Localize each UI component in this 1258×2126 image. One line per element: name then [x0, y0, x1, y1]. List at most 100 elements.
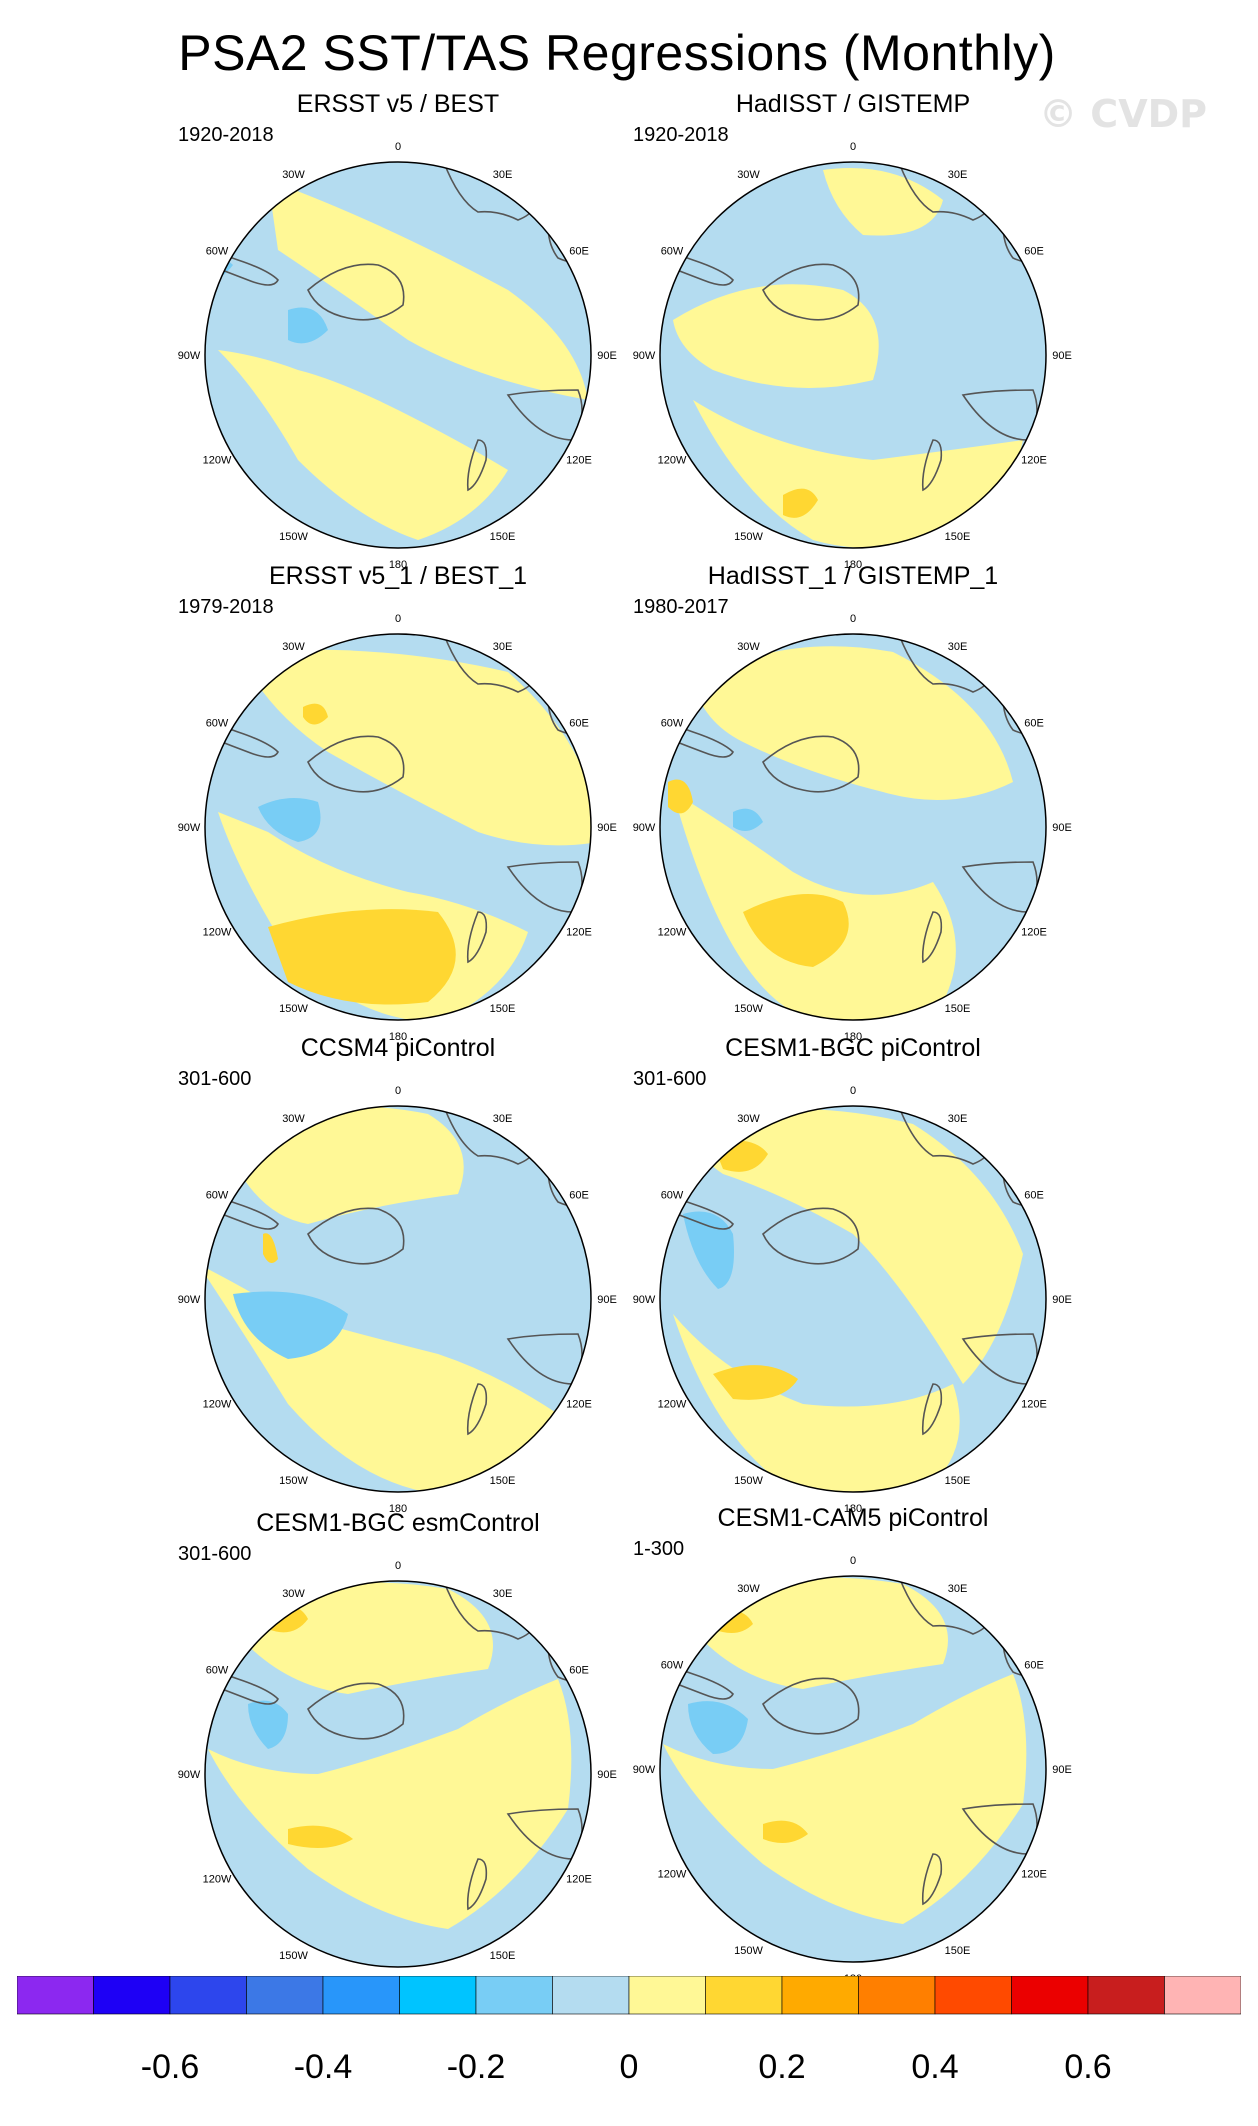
panel-title: HadISST_1 / GISTEMP_1 — [707, 562, 999, 590]
anomaly-region — [288, 307, 328, 344]
colorbar-swatch — [628, 1976, 706, 2015]
longitude-label: 150E — [945, 531, 971, 543]
coastline — [921, 1853, 943, 1906]
anomaly-region — [268, 180, 588, 400]
longitude-label: 60W — [206, 1665, 229, 1677]
longitude-label: 0 — [850, 613, 856, 625]
longitude-label: 180 — [844, 1503, 862, 1515]
colorbar-tick-label: -0.2 — [446, 2048, 506, 2086]
anomaly-region — [668, 779, 693, 814]
longitude-label: 180 — [389, 1503, 407, 1515]
longitude-label: 90W — [633, 350, 656, 362]
longitude-label: 60E — [1024, 718, 1044, 730]
longitude-label: 30E — [493, 169, 513, 181]
longitude-label: 120W — [658, 927, 687, 939]
longitude-label: 150W — [734, 1945, 763, 1957]
anomaly-region — [683, 1211, 734, 1289]
longitude-label: 60W — [661, 1190, 684, 1202]
longitude-label: 120W — [203, 1399, 232, 1411]
longitude-label: 180 — [844, 559, 862, 571]
colorbar-swatch — [781, 1976, 859, 2015]
map-panel: HadISST_1 / GISTEMP_1 1980-2017 0 30E 60E 90E… — [633, 562, 1073, 1043]
panel-period: 1979-2018 — [178, 596, 274, 618]
longitude-label: 90E — [597, 822, 617, 834]
longitude-label: 30W — [737, 169, 760, 181]
longitude-label: 60E — [1024, 246, 1044, 258]
longitude-label: 120E — [566, 455, 592, 467]
anomaly-region — [258, 798, 321, 842]
coastline — [307, 263, 405, 321]
colorbar-swatch — [93, 1976, 171, 2015]
longitude-label: 120E — [1021, 927, 1047, 939]
colorbar-tick-label: 0 — [619, 2048, 639, 2086]
longitude-label: 60W — [206, 246, 229, 258]
map-border — [659, 161, 1047, 549]
longitude-label: 30W — [282, 1113, 305, 1125]
longitude-label: 150E — [945, 1475, 971, 1487]
map-panel: CESM1-BGC piControl 301-600 0 30E 60E 90E 120E… — [633, 1034, 1073, 1515]
longitude-label: 90W — [178, 822, 201, 834]
anomaly-region — [743, 894, 849, 967]
longitude-label: 90W — [633, 1764, 656, 1776]
longitude-label: 0 — [395, 141, 401, 153]
anomaly-region — [693, 400, 1023, 548]
longitude-label: 0 — [395, 613, 401, 625]
colorbar-swatch — [169, 1976, 247, 2015]
map-border — [659, 1105, 1047, 1493]
colorbar-swatch — [1011, 1976, 1089, 2015]
colorbar-swatch — [934, 1976, 1012, 2015]
coastline — [307, 1207, 405, 1265]
longitude-label: 90W — [178, 1769, 201, 1781]
map-border — [659, 1575, 1047, 1963]
longitude-label: 150W — [279, 531, 308, 543]
colorbar-swatch — [475, 1976, 553, 2015]
longitude-label: 30E — [948, 641, 968, 653]
longitude-label: 30W — [737, 1583, 760, 1595]
anomaly-region — [713, 1365, 798, 1400]
colorbar-swatch — [858, 1976, 936, 2015]
longitude-label: 150W — [279, 1475, 308, 1487]
panel-period: 1920-2018 — [633, 124, 729, 146]
panel-title: CESM1-CAM5 piControl — [717, 1504, 989, 1532]
map-border — [204, 161, 592, 549]
longitude-label: 90E — [1052, 350, 1072, 362]
coastline — [762, 1207, 860, 1265]
anomaly-region — [823, 168, 943, 236]
longitude-label: 120E — [566, 1874, 592, 1886]
longitude-label: 30E — [948, 1113, 968, 1125]
longitude-label: 150W — [734, 1003, 763, 1015]
longitude-label: 150E — [490, 531, 516, 543]
panel-title: CESM1-BGC esmControl — [256, 1509, 540, 1537]
longitude-label: 60E — [1024, 1660, 1044, 1672]
anomaly-region — [783, 488, 818, 518]
map-panel: ERSST v5_1 / BEST_1 1979-2018 0 30E 60E 90E 12… — [178, 562, 618, 1043]
colorbar — [17, 1976, 1241, 2015]
panel-title: HadISST / GISTEMP — [735, 90, 971, 118]
longitude-label: 90E — [597, 350, 617, 362]
longitude-label: 90W — [633, 822, 656, 834]
longitude-label: 60W — [661, 1660, 684, 1672]
longitude-label: 90W — [633, 1294, 656, 1306]
colorbar-tick-label: 0.2 — [758, 2048, 806, 2086]
colorbar-swatch — [1087, 1976, 1165, 2015]
anomaly-region — [208, 1679, 572, 1929]
longitude-label: 90E — [1052, 1294, 1072, 1306]
map-border — [204, 1105, 592, 1493]
figure-title: PSA2 SST/TAS Regressions (Monthly) — [178, 25, 1056, 81]
longitude-label: 30E — [493, 1588, 513, 1600]
longitude-label: 150E — [490, 1475, 516, 1487]
map-border — [204, 633, 592, 1021]
longitude-label: 150E — [945, 1003, 971, 1015]
anomaly-region — [303, 703, 328, 725]
longitude-label: 30W — [282, 1588, 305, 1600]
longitude-label: 60W — [206, 718, 229, 730]
longitude-label: 0 — [850, 141, 856, 153]
colorbar-tick-label: -0.6 — [140, 2048, 200, 2086]
coastline — [921, 439, 943, 492]
anomaly-region — [238, 649, 591, 846]
coastline — [466, 1858, 488, 1911]
